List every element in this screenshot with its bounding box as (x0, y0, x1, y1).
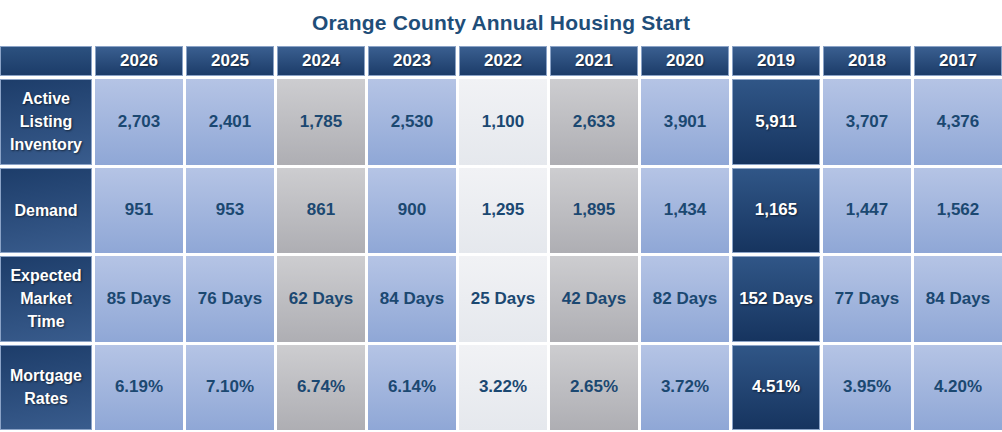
column-header-2023: 2023 (368, 46, 456, 76)
column-header-2019: 2019 (732, 46, 820, 76)
cell-mortgage-rates-2017: 4.20% (914, 345, 1002, 431)
cell-demand-2018: 1,447 (823, 168, 911, 254)
cell-demand-2024: 861 (277, 168, 365, 254)
cell-mortgage-rates-2022: 3.22% (459, 345, 547, 431)
cell-mortgage-rates-2019: 4.51% (732, 345, 820, 431)
cell-mortgage-rates-2025: 7.10% (186, 345, 274, 431)
cell-expected-market-time-2026: 85 Days (95, 256, 183, 342)
cell-active-listing-inventory-2020: 3,901 (641, 79, 729, 165)
cell-demand-2022: 1,295 (459, 168, 547, 254)
cell-expected-market-time-2022: 25 Days (459, 256, 547, 342)
cell-expected-market-time-2025: 76 Days (186, 256, 274, 342)
cell-active-listing-inventory-2025: 2,401 (186, 79, 274, 165)
cell-mortgage-rates-2018: 3.95% (823, 345, 911, 431)
cell-expected-market-time-2018: 77 Days (823, 256, 911, 342)
cell-demand-2017: 1,562 (914, 168, 1002, 254)
housing-table-figure: Orange County Annual Housing Start 20262… (0, 0, 1002, 432)
cell-active-listing-inventory-2023: 2,530 (368, 79, 456, 165)
table-corner-cell (0, 46, 92, 76)
cell-active-listing-inventory-2017: 4,376 (914, 79, 1002, 165)
cell-active-listing-inventory-2019: 5,911 (732, 79, 820, 165)
cell-active-listing-inventory-2026: 2,703 (95, 79, 183, 165)
page-title: Orange County Annual Housing Start (0, 0, 1002, 46)
cell-expected-market-time-2024: 62 Days (277, 256, 365, 342)
cell-expected-market-time-2023: 84 Days (368, 256, 456, 342)
row-label-demand: Demand (0, 168, 92, 254)
column-header-2022: 2022 (459, 46, 547, 76)
cell-mortgage-rates-2024: 6.74% (277, 345, 365, 431)
row-label-expected-market-time: Expected Market Time (0, 256, 92, 342)
cell-expected-market-time-2017: 84 Days (914, 256, 1002, 342)
column-header-2018: 2018 (823, 46, 911, 76)
cell-active-listing-inventory-2024: 1,785 (277, 79, 365, 165)
cell-mortgage-rates-2021: 2.65% (550, 345, 638, 431)
cell-active-listing-inventory-2018: 3,707 (823, 79, 911, 165)
cell-active-listing-inventory-2022: 1,100 (459, 79, 547, 165)
cell-demand-2019: 1,165 (732, 168, 820, 254)
cell-active-listing-inventory-2021: 2,633 (550, 79, 638, 165)
column-header-2017: 2017 (914, 46, 1002, 76)
cell-mortgage-rates-2026: 6.19% (95, 345, 183, 431)
cell-expected-market-time-2019: 152 Days (732, 256, 820, 342)
column-header-2025: 2025 (186, 46, 274, 76)
cell-demand-2025: 953 (186, 168, 274, 254)
column-header-2021: 2021 (550, 46, 638, 76)
cell-mortgage-rates-2023: 6.14% (368, 345, 456, 431)
cell-demand-2026: 951 (95, 168, 183, 254)
cell-demand-2023: 900 (368, 168, 456, 254)
cell-mortgage-rates-2020: 3.72% (641, 345, 729, 431)
cell-demand-2020: 1,434 (641, 168, 729, 254)
cell-demand-2021: 1,895 (550, 168, 638, 254)
row-label-active-listing-inventory: Active Listing Inventory (0, 79, 92, 165)
housing-data-table: 2026202520242023202220212020201920182017… (0, 46, 1002, 430)
cell-expected-market-time-2021: 42 Days (550, 256, 638, 342)
column-header-2024: 2024 (277, 46, 365, 76)
column-header-2020: 2020 (641, 46, 729, 76)
row-label-mortgage-rates: Mortgage Rates (0, 345, 92, 431)
cell-expected-market-time-2020: 82 Days (641, 256, 729, 342)
column-header-2026: 2026 (95, 46, 183, 76)
